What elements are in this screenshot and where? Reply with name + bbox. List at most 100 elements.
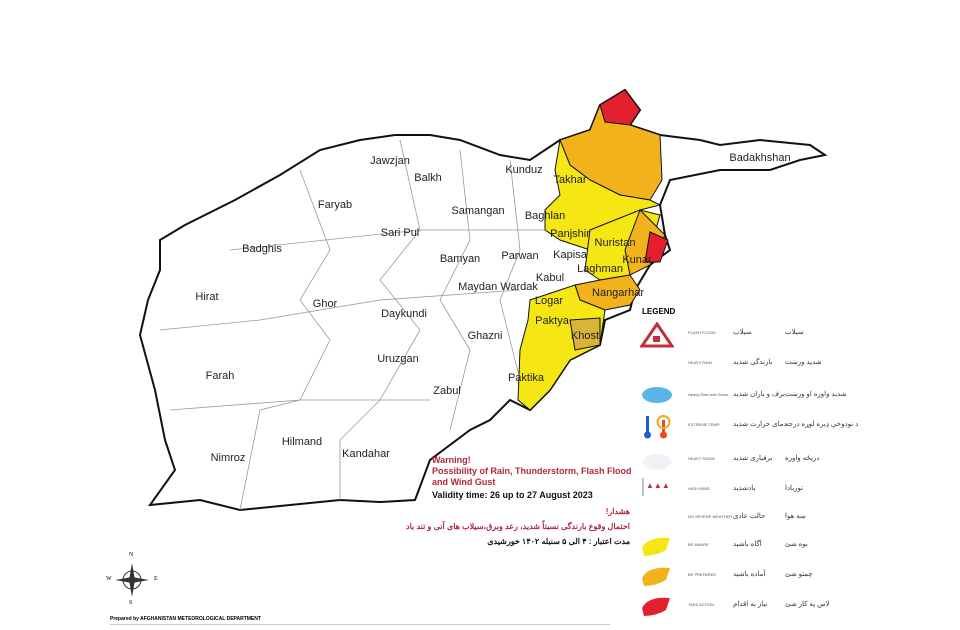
compass-s: S — [129, 600, 133, 606]
province-label: Kunar — [622, 254, 652, 266]
legend-title: LEGEND — [642, 307, 676, 316]
legend-en: BE PREPARED — [688, 572, 717, 577]
orange-map-icon — [640, 564, 674, 590]
legend-fa: بادشدید — [733, 485, 756, 492]
compass-w: W — [106, 576, 112, 582]
be-aware-region-south — [517, 284, 606, 411]
legend-en: BE AWARE — [688, 542, 709, 547]
province-label: Kunduz — [505, 164, 543, 176]
snow-cloud-icon — [640, 448, 674, 474]
legend-fa: بارندگی شدید — [733, 359, 773, 366]
legend-fa: نیاز به اقدام — [733, 601, 768, 608]
legend-ps: شدید ورښت — [785, 359, 822, 366]
legend-fa: آماده باشید — [733, 571, 766, 578]
legend-ps: دریځه واوره — [785, 455, 820, 462]
province-label: Ghazni — [467, 330, 503, 342]
province-label: Farah — [205, 370, 235, 382]
province-label: Hilmand — [281, 436, 323, 448]
province-label: Kandahar — [342, 448, 390, 460]
rain-snow-cloud-icon — [640, 384, 674, 410]
legend-ps: شدید واوره او ورښت — [785, 391, 847, 398]
province-label: Takhar — [553, 174, 587, 186]
province-label: Panjshir — [550, 228, 590, 240]
legend-ps: ښه هوا — [785, 513, 806, 520]
legend-item: NO SEVERE WEATHER حالت عادی ښه هوا — [640, 506, 960, 532]
legend-ps: د تودوخې ډېره لوړه درجه — [785, 421, 859, 428]
province-label: Daykundi — [381, 308, 427, 320]
legend-fa: برفباری شدید — [733, 455, 773, 462]
legend-fa: دمای حرارت شدید — [733, 421, 787, 428]
legend-item: BE AWARE آگاه باشید بوه شئ — [640, 534, 960, 560]
be-prepared-region-khost — [569, 317, 601, 351]
province-label: Nimroz — [210, 452, 246, 464]
legend-item: HEAVY RAIN بارندگی شدید شدید ورښت — [640, 352, 960, 378]
validity-time: Validity time: 26 up to 27 August 2023 — [432, 490, 593, 500]
province-label: Ghor — [312, 298, 338, 310]
none — [640, 506, 674, 532]
compass-rose-icon: N S W E — [106, 552, 158, 606]
legend-ps: توربادا — [785, 485, 804, 492]
province-label: Nuristan — [594, 237, 636, 249]
validity-fa: مدت اعتبار : ۴ الی ۵ سنبله ۱۴۰۲ خورشیدی — [487, 537, 630, 546]
legend-en: EXTREME TEMP — [688, 422, 720, 427]
province-label: Badghis — [242, 243, 282, 255]
legend-fa: برف و باران شدید — [733, 391, 785, 398]
warning-line2: and Wind Gust — [432, 477, 496, 487]
warning-text-fa: احتمال وقوع بارندگی نسبتاً شدید، رعد وبر… — [406, 522, 630, 531]
legend-ps: بوه شئ — [785, 541, 808, 548]
province-label: Bamyan — [439, 253, 481, 265]
province-label: Baghlan — [524, 210, 566, 222]
province-label: Logar — [534, 295, 564, 307]
compass-e: E — [154, 576, 158, 582]
legend-fa: آگاه باشید — [733, 541, 762, 548]
legend-item: ▲▲▲ HIGH WIND بادشدید توربادا — [640, 478, 960, 504]
province-label: Zabul — [433, 385, 461, 397]
province-label: Hirat — [195, 291, 219, 303]
province-borders — [159, 139, 545, 511]
province-label: Kapisa — [553, 249, 587, 261]
province-label: Paktika — [507, 372, 545, 384]
yellow-map-icon — [640, 534, 674, 560]
province-label: Jawzjan — [370, 155, 410, 167]
compass-n: N — [129, 552, 134, 558]
warning-line1: Possibility of Rain, Thunderstorm, Flash… — [432, 466, 632, 476]
credit: Prepared by AFGHANISTAN METEOROLOGICAL D… — [110, 616, 261, 622]
warning-title: Warning! — [432, 455, 471, 465]
province-label: Samangan — [451, 205, 505, 217]
svg-text:▲▲▲: ▲▲▲ — [646, 481, 670, 490]
take-action-region-north — [599, 89, 641, 126]
warning-title-fa: هشدار! — [605, 507, 630, 516]
province-label: Laghman — [577, 263, 623, 275]
province-label: Balkh — [414, 172, 442, 184]
legend-en: HEAVY RAIN — [688, 360, 712, 365]
legend-en: Heavy Rain with Snow — [688, 392, 729, 397]
legend-item: Heavy Rain with Snow برف و باران شدید شدید… — [640, 384, 960, 410]
province-label: Faryab — [317, 199, 353, 211]
province-label: Khost — [570, 330, 600, 342]
province-label: Nangarhar — [592, 287, 644, 299]
legend-item: HEAVY SNOW برفباری شدید دریځه واوره — [640, 448, 960, 474]
high-wind-icon: ▲▲▲ — [640, 478, 674, 504]
legend-item: EXTREME TEMP دمای حرارت شدید د تودوخې ډېره… — [640, 414, 960, 440]
province-label: Uruzgan — [377, 353, 419, 365]
legend-ps: چمتو شئ — [785, 571, 813, 578]
be-prepared-region-east — [624, 209, 666, 276]
legend-en: HIGH WIND — [688, 486, 710, 491]
legend-item: BE PREPARED آماده باشید چمتو شئ — [640, 564, 960, 590]
red-map-icon — [640, 594, 674, 620]
legend-item: TAKE ACTION نیاز به اقدام لاس په کار شئ — [640, 594, 960, 620]
legend-en: TAKE ACTION — [688, 602, 715, 607]
province-label: Sari Pul — [380, 227, 420, 239]
none — [640, 352, 674, 378]
legend-en: NO SEVERE WEATHER — [688, 514, 733, 519]
extreme-temp-icon — [640, 414, 674, 440]
flash-flood-icon — [639, 321, 675, 348]
warning-text: Warning! Possibility of Rain, Thunderstor… — [432, 455, 632, 488]
take-action-region-kunar — [644, 231, 669, 263]
divider — [110, 624, 610, 625]
province-label: Paktya — [535, 315, 569, 327]
legend-en: FLASH FLOOD — [688, 330, 716, 335]
province-label: Badakhshan — [729, 152, 791, 164]
